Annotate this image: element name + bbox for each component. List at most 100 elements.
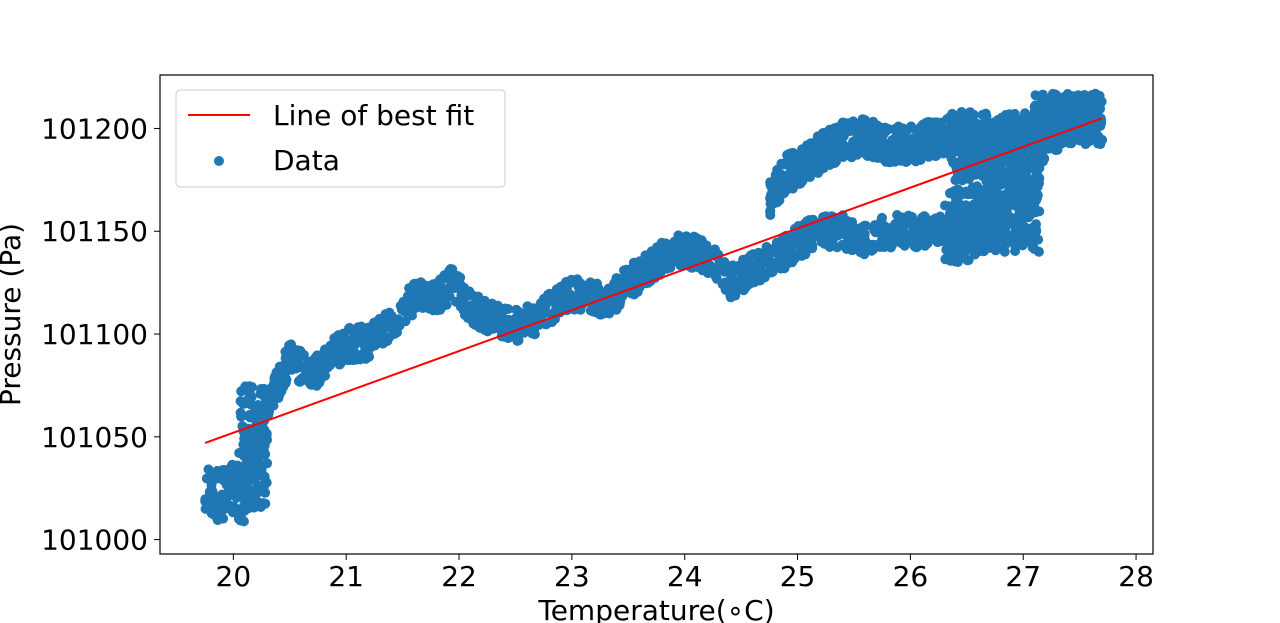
data-point xyxy=(432,291,443,301)
data-point xyxy=(227,462,238,473)
data-point xyxy=(848,150,859,161)
data-point xyxy=(990,245,1001,256)
data-point xyxy=(640,250,651,261)
data-point xyxy=(294,376,305,387)
data-point xyxy=(291,346,302,357)
data-point xyxy=(681,242,692,253)
data-point xyxy=(938,148,949,159)
y-tick-label: 101150 xyxy=(41,215,148,248)
data-point xyxy=(1058,97,1069,108)
data-point xyxy=(1043,125,1054,136)
data-point xyxy=(778,245,789,256)
data-point xyxy=(719,257,730,267)
data-point xyxy=(970,228,980,239)
data-point xyxy=(983,118,994,129)
data-point xyxy=(415,284,426,295)
data-point xyxy=(770,173,781,184)
data-point xyxy=(765,206,776,217)
data-point xyxy=(885,157,895,168)
data-point xyxy=(996,112,1007,123)
data-point xyxy=(862,242,873,253)
data-point xyxy=(753,247,764,258)
data-point xyxy=(951,115,962,126)
data-point xyxy=(249,492,260,503)
data-point xyxy=(424,281,434,291)
data-point xyxy=(1078,131,1089,142)
data-point xyxy=(1016,231,1027,242)
data-point xyxy=(522,301,533,312)
data-point xyxy=(535,298,546,309)
data-point xyxy=(972,181,982,192)
data-point xyxy=(892,210,903,220)
data-point xyxy=(847,235,858,246)
data-point xyxy=(1013,199,1024,210)
data-point xyxy=(683,254,693,265)
data-point xyxy=(848,225,859,236)
data-point xyxy=(922,228,933,239)
data-point xyxy=(1056,134,1067,145)
data-point xyxy=(1084,108,1095,119)
data-point xyxy=(730,280,741,291)
data-point xyxy=(837,117,848,128)
data-point xyxy=(1030,90,1041,101)
x-tick-label: 24 xyxy=(667,560,703,593)
data-point xyxy=(794,178,805,189)
data-point xyxy=(243,470,254,481)
data-point xyxy=(614,298,625,309)
data-point xyxy=(1070,101,1081,112)
data-point xyxy=(792,238,803,249)
data-point xyxy=(946,153,957,164)
data-point xyxy=(772,262,782,273)
data-point xyxy=(1004,109,1015,120)
data-point xyxy=(947,187,957,198)
data-point xyxy=(1021,113,1032,124)
legend-box xyxy=(175,89,506,188)
data-point xyxy=(968,142,979,153)
data-point xyxy=(828,233,839,244)
data-point xyxy=(303,359,314,370)
data-point xyxy=(270,371,280,382)
data-point xyxy=(1000,239,1011,250)
data-point xyxy=(236,411,247,422)
data-point xyxy=(957,207,968,218)
data-point xyxy=(649,251,660,262)
data-point xyxy=(725,291,736,301)
data-point xyxy=(249,502,259,513)
data-point xyxy=(1014,132,1025,143)
x-tick-label: 25 xyxy=(780,560,816,593)
data-point xyxy=(459,310,470,320)
data-point xyxy=(1088,99,1099,110)
data-point xyxy=(978,132,989,142)
data-point xyxy=(906,214,917,225)
data-point xyxy=(913,241,924,251)
data-point xyxy=(805,161,816,172)
x-tick-label: 27 xyxy=(1005,560,1041,593)
y-axis-ticks: 101000 101050 101100 101150 101200 xyxy=(41,112,160,557)
data-point xyxy=(1018,176,1028,187)
data-point xyxy=(1067,116,1078,127)
data-point xyxy=(931,136,942,147)
data-point xyxy=(319,361,330,372)
data-point xyxy=(304,373,315,384)
y-tick-label: 101100 xyxy=(41,318,148,351)
data-point xyxy=(991,233,1002,244)
data-point xyxy=(879,239,890,250)
data-point xyxy=(789,253,800,264)
data-point xyxy=(278,373,289,384)
data-point xyxy=(262,458,273,469)
data-point xyxy=(970,246,981,257)
data-point xyxy=(812,137,823,148)
data-point xyxy=(957,170,968,180)
y-tick-label: 101000 xyxy=(41,524,148,557)
data-point xyxy=(1032,114,1043,125)
data-point xyxy=(1033,234,1044,245)
data-point xyxy=(1017,240,1028,251)
data-point xyxy=(1009,176,1020,187)
data-point xyxy=(1008,160,1019,171)
x-axis-label: Temperature(∘C) xyxy=(537,594,774,623)
data-point xyxy=(629,289,640,300)
data-point xyxy=(772,197,783,208)
data-point xyxy=(800,233,811,244)
data-point xyxy=(1029,174,1040,185)
data-point xyxy=(950,234,961,245)
